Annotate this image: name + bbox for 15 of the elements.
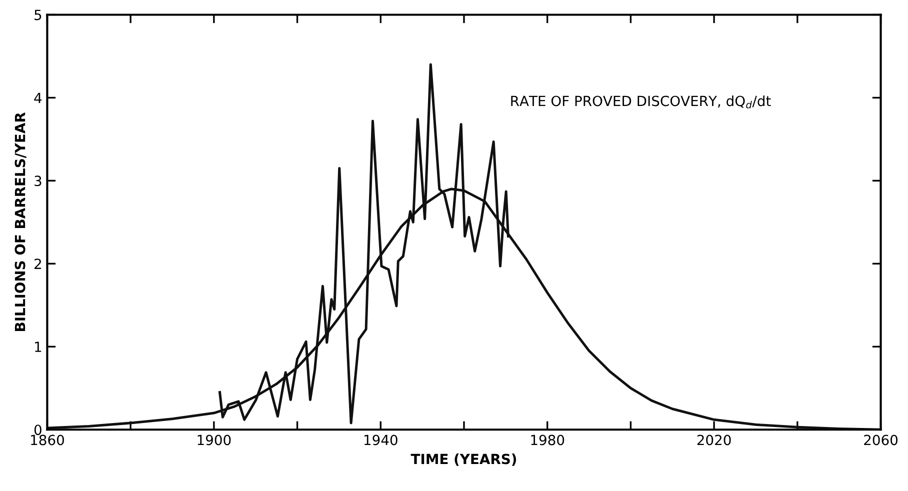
x-tick-label: 1900	[198, 434, 231, 446]
x-tick-label: 2020	[697, 434, 731, 446]
y-tick-label: 0	[34, 424, 42, 436]
y-tick-label: 5	[34, 10, 42, 20]
y-axis-title: BILLIONS OF BARRELS/YEAR	[14, 112, 26, 331]
y-tick-label: 4	[34, 92, 42, 103]
x-tick-label: 1940	[364, 434, 398, 446]
y-tick-label: 3	[34, 176, 42, 186]
x-tick-label: 1860	[31, 434, 64, 446]
y-tick-label: 1	[35, 342, 42, 352]
y-tick-label: 2	[34, 258, 41, 269]
annotation: RATE OF PROVED DISCOVERY, dQ$_{d}$/dt	[511, 95, 771, 108]
x-axis-title: TIME (YEARS)	[410, 454, 516, 466]
x-tick-label: 1980	[531, 434, 564, 446]
x-tick-label: 2060	[864, 434, 898, 446]
